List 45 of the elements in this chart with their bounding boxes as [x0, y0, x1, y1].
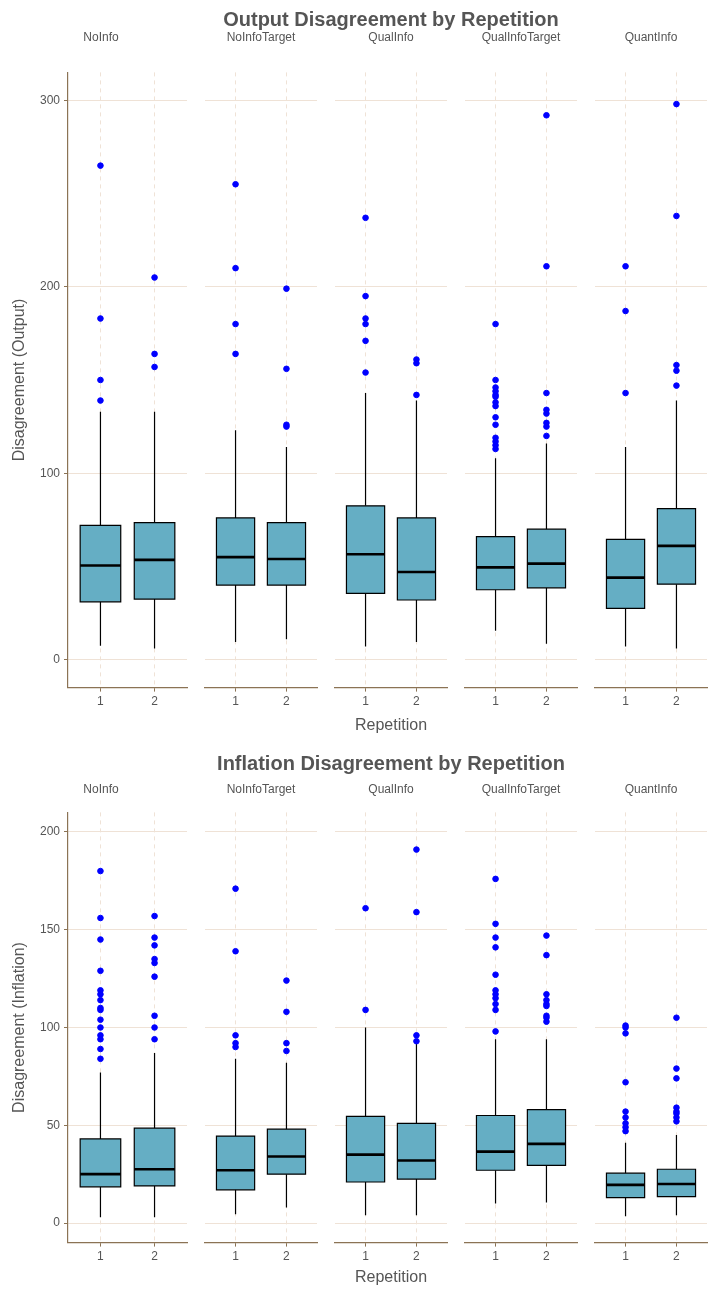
y-tick-label: 300 — [39, 92, 61, 107]
x-tick-label: 1 — [492, 694, 500, 709]
y-tick-label: 100 — [39, 465, 61, 480]
x-tick-label: 2 — [151, 1249, 159, 1264]
x-tick-label: 1 — [232, 1249, 240, 1264]
y-tick-label: 150 — [39, 922, 61, 937]
x-tick-label: 2 — [673, 694, 681, 709]
text: Output Disagreement by Repetition — [223, 8, 559, 31]
x-tick-label: 1 — [622, 1249, 630, 1264]
text: Inflation Disagreement by Repetition — [217, 752, 565, 775]
x-tick-label: 2 — [283, 1249, 291, 1264]
x-tick-label: 2 — [543, 694, 551, 709]
x-tick-label: 2 — [283, 694, 291, 709]
y-tick-label: 0 — [53, 1215, 61, 1230]
x-tick-label: 1 — [97, 1249, 105, 1264]
chart-title: QuantInfo — [624, 781, 678, 796]
chart-title: QualInfo — [368, 29, 414, 44]
y-tick-label: 200 — [39, 279, 61, 294]
x-tick-label: 1 — [362, 1249, 370, 1264]
x-tick-label: 1 — [232, 694, 240, 709]
x-tick-label: 1 — [97, 694, 105, 709]
y-tick-label: 200 — [39, 824, 61, 839]
chart-title: NoInfoTarget — [226, 29, 297, 44]
x-tick-label: 1 — [362, 694, 370, 709]
x-axis-title: Repetition — [354, 716, 428, 734]
chart-title: NoInfoTarget — [226, 781, 297, 796]
x-tick-label: 2 — [413, 1249, 421, 1264]
y-tick-label: 0 — [53, 651, 61, 666]
x-tick-label: 2 — [151, 694, 159, 709]
chart-title: NoInfo — [83, 781, 119, 796]
x-tick-label: 2 — [543, 1249, 551, 1264]
x-tick-label: 2 — [413, 694, 421, 709]
y-axis-title: Disagreement (Inflation) — [10, 942, 28, 1113]
y-tick-label: 50 — [46, 1117, 61, 1132]
x-tick-label: 1 — [492, 1249, 500, 1264]
chart-title: QualInfoTarget — [481, 29, 562, 44]
chart-title: NoInfo — [83, 29, 119, 44]
x-axis-title: Repetition — [354, 1268, 428, 1286]
chart-title: QualInfoTarget — [481, 781, 562, 796]
x-tick-label: 2 — [673, 1249, 681, 1264]
chart-title: QuantInfo — [624, 29, 678, 44]
chart-title: QualInfo — [368, 781, 414, 796]
x-tick-label: 1 — [622, 694, 630, 709]
y-tick-label: 100 — [39, 1019, 61, 1034]
y-axis-title: Disagreement (Output) — [10, 298, 28, 462]
